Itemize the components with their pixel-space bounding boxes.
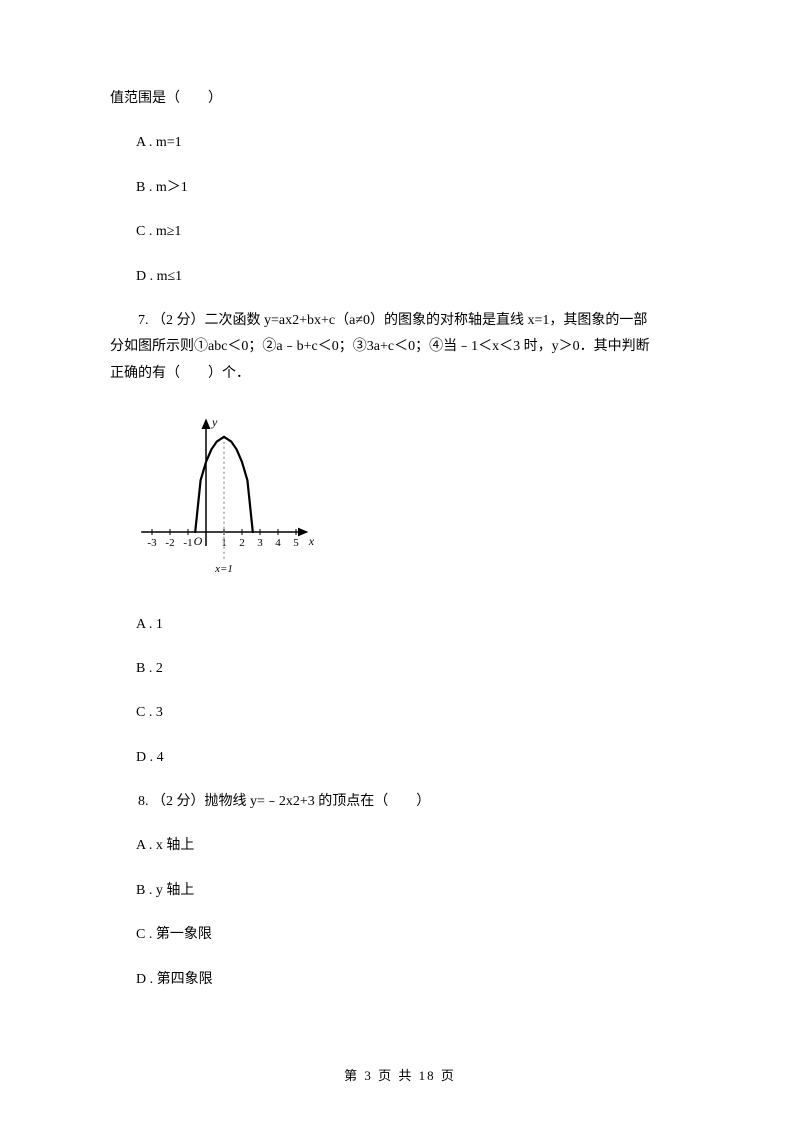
q8-text: 8. （2 分）抛物线 y=﹣2x2+3 的顶点在（ ） [110, 791, 690, 813]
q7-line3: 正确的有（ ）个． [110, 363, 690, 385]
q7-line1: 7. （2 分）二次函数 y=ax2+bx+c（a≠0）的图象的对称轴是直线 x… [110, 310, 690, 332]
svg-text:3: 3 [257, 537, 263, 549]
page-footer: 第 3 页 共 18 页 [0, 1065, 800, 1084]
svg-text:5: 5 [293, 537, 299, 549]
q8-option-c: C . 第一象限 [110, 924, 690, 946]
q8-option-a: A . x 轴上 [110, 835, 690, 857]
q7-graph: -3-2-112345Oxyx=1 [136, 407, 690, 595]
q7-line2: 分如图所示则①abc＜0；②a﹣b+c＜0；③3a+c＜0；④当﹣1＜x＜3 时… [110, 336, 690, 358]
svg-text:-2: -2 [165, 537, 174, 549]
svg-text:O: O [194, 534, 203, 548]
svg-text:4: 4 [275, 537, 281, 549]
q6-option-b: B . m＞1 [110, 177, 690, 199]
parabola-graph-svg: -3-2-112345Oxyx=1 [136, 407, 336, 587]
svg-text:x: x [308, 534, 315, 548]
q8-option-d: D . 第四象限 [110, 969, 690, 991]
svg-text:y: y [211, 415, 218, 429]
svg-text:x=1: x=1 [214, 563, 233, 575]
page-content: 值范围是（ ） A . m=1 B . m＞1 C . m≥1 D . m≤1 … [0, 0, 800, 991]
q6-option-d: D . m≤1 [110, 266, 690, 288]
svg-text:-1: -1 [183, 537, 192, 549]
q7-option-b: B . 2 [110, 658, 690, 680]
q6-option-c: C . m≥1 [110, 221, 690, 243]
q7-option-c: C . 3 [110, 702, 690, 724]
q6-tail-text: 值范围是（ ） [110, 88, 690, 110]
svg-text:-3: -3 [147, 537, 157, 549]
svg-text:2: 2 [239, 537, 245, 549]
q7-option-a: A . 1 [110, 614, 690, 636]
q8-option-b: B . y 轴上 [110, 880, 690, 902]
q6-option-a: A . m=1 [110, 132, 690, 154]
q7-option-d: D . 4 [110, 747, 690, 769]
